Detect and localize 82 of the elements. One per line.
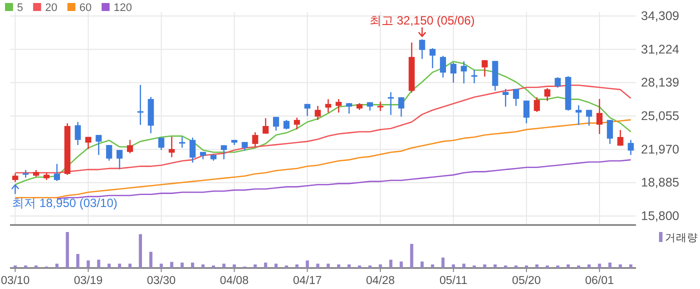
bar bbox=[556, 265, 560, 268]
x-tick-label: 06/01 bbox=[585, 275, 614, 287]
legend-label: 20 bbox=[45, 2, 58, 14]
bar bbox=[348, 264, 351, 268]
bar bbox=[598, 264, 602, 268]
bar bbox=[504, 265, 508, 268]
x-tick-label: 03/10 bbox=[0, 275, 30, 287]
x-tick-label: 04/17 bbox=[292, 275, 322, 287]
bar bbox=[577, 265, 580, 268]
x-tick-label: 03/19 bbox=[74, 275, 103, 287]
legend-label: 5 bbox=[17, 2, 24, 14]
bar bbox=[170, 262, 174, 268]
legend: 거래량 bbox=[659, 232, 698, 244]
x-tick-label: 04/28 bbox=[366, 275, 395, 287]
bar bbox=[55, 264, 59, 268]
bar bbox=[618, 264, 622, 268]
bar bbox=[378, 264, 382, 268]
bar bbox=[410, 244, 414, 268]
legend-label: 거래량 bbox=[665, 232, 698, 244]
bar bbox=[34, 265, 38, 268]
bar bbox=[337, 264, 340, 268]
bar bbox=[14, 265, 17, 268]
bar bbox=[483, 264, 486, 268]
bar bbox=[587, 264, 591, 268]
y-tick-label: 31,224 bbox=[641, 42, 680, 56]
bar bbox=[66, 232, 69, 268]
bar bbox=[316, 264, 320, 268]
bar bbox=[212, 265, 216, 268]
bar bbox=[149, 252, 152, 268]
y-tick-label: 21,970 bbox=[641, 142, 680, 156]
bar bbox=[546, 265, 549, 268]
bar bbox=[160, 264, 163, 268]
bar bbox=[462, 264, 466, 268]
x-tick-label: 04/08 bbox=[220, 275, 249, 287]
y-tick-label: 18,885 bbox=[641, 176, 680, 190]
annotation: 최고 32,150 (05/06) bbox=[369, 13, 475, 28]
bar bbox=[86, 260, 90, 268]
bar bbox=[420, 262, 424, 268]
x-tick-label: 05/20 bbox=[512, 275, 541, 287]
bar bbox=[274, 264, 278, 268]
bar bbox=[514, 265, 518, 268]
bar bbox=[430, 264, 434, 268]
bar bbox=[232, 264, 236, 268]
bar bbox=[128, 264, 132, 268]
bar bbox=[76, 254, 80, 268]
y-tick-label: 15,800 bbox=[641, 209, 680, 223]
bar bbox=[108, 264, 111, 268]
bar bbox=[306, 260, 309, 268]
bar bbox=[629, 264, 632, 268]
bar bbox=[368, 265, 372, 268]
bar bbox=[284, 265, 288, 268]
bar bbox=[97, 260, 100, 268]
y-tick-label: 28,139 bbox=[641, 76, 680, 90]
legend-label: 120 bbox=[114, 2, 132, 14]
bar bbox=[24, 265, 28, 268]
bar bbox=[566, 264, 570, 268]
bar bbox=[222, 264, 226, 268]
y-tick-label: 34,309 bbox=[641, 9, 680, 23]
bar bbox=[524, 265, 528, 268]
bar bbox=[441, 258, 445, 268]
bar bbox=[254, 264, 257, 268]
x-tick-label: 05/11 bbox=[439, 275, 468, 287]
bar bbox=[201, 264, 205, 268]
bar bbox=[191, 262, 194, 268]
bar bbox=[295, 264, 298, 268]
bar bbox=[264, 262, 268, 268]
annotation: 최저 18,950 (03/10) bbox=[12, 196, 118, 210]
bar bbox=[494, 264, 497, 268]
bar bbox=[180, 262, 184, 268]
bar bbox=[118, 264, 122, 268]
bar bbox=[608, 262, 612, 268]
bar bbox=[138, 234, 142, 268]
x-tick-label: 03/30 bbox=[146, 275, 176, 287]
bar bbox=[472, 265, 476, 268]
bar bbox=[452, 264, 455, 268]
bar bbox=[535, 264, 538, 268]
legend-label: 60 bbox=[79, 2, 92, 14]
bar bbox=[358, 265, 362, 268]
y-tick-label: 25,055 bbox=[641, 108, 680, 123]
bar bbox=[326, 264, 330, 268]
bar bbox=[389, 260, 392, 268]
bar bbox=[400, 262, 403, 268]
